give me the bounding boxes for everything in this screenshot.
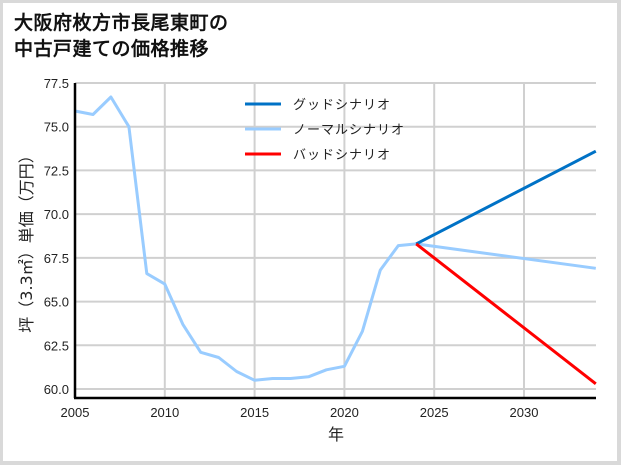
y-tick-label: 72.5 [44, 163, 69, 178]
series-line-1 [74, 95, 597, 382]
legend-label-1: ノーマルシナリオ [293, 123, 405, 138]
chart-title-line-2: 中古戸建ての価格推移 [14, 38, 210, 60]
x-tick-label: 2025 [420, 405, 449, 420]
data-series [74, 95, 597, 385]
y-tick-label: 67.5 [44, 251, 69, 266]
y-tick-label: 77.5 [44, 76, 69, 91]
x-tick-label: 2020 [330, 405, 359, 420]
chart-frame [3, 3, 617, 461]
series-line-0 [415, 149, 597, 246]
x-tick-label: 2005 [61, 405, 90, 420]
y-tick-label: 75.0 [44, 120, 69, 135]
y-axis-ticks: 60.0 62.5 65.0 67.5 70.0 72.5 75.0 77.5 [44, 76, 69, 397]
x-tick-label: 2015 [240, 405, 269, 420]
series-line-2 [415, 242, 597, 385]
chart-title-line-1: 大阪府枚方市長尾東町の [14, 12, 229, 34]
y-tick-label: 62.5 [44, 338, 69, 353]
x-tick-label: 2010 [150, 405, 179, 420]
y-tick-label: 65.0 [44, 295, 69, 310]
y-tick-label: 60.0 [44, 382, 69, 397]
y-axis-title: 坪（3.3㎡）単価（万円） [17, 147, 36, 332]
x-axis-title: 年 [328, 425, 344, 444]
x-axis-ticks: 2005 2010 2015 2020 2025 2030 [61, 405, 539, 420]
legend-label-2: バッドシナリオ [293, 148, 391, 163]
legend-label-0: グッドシナリオ [293, 98, 391, 113]
x-tick-label: 2030 [510, 405, 539, 420]
axes [73, 83, 596, 400]
y-tick-label: 70.0 [44, 207, 69, 222]
chart-title: 大阪府枚方市長尾東町の 中古戸建ての価格推移 [14, 10, 229, 62]
